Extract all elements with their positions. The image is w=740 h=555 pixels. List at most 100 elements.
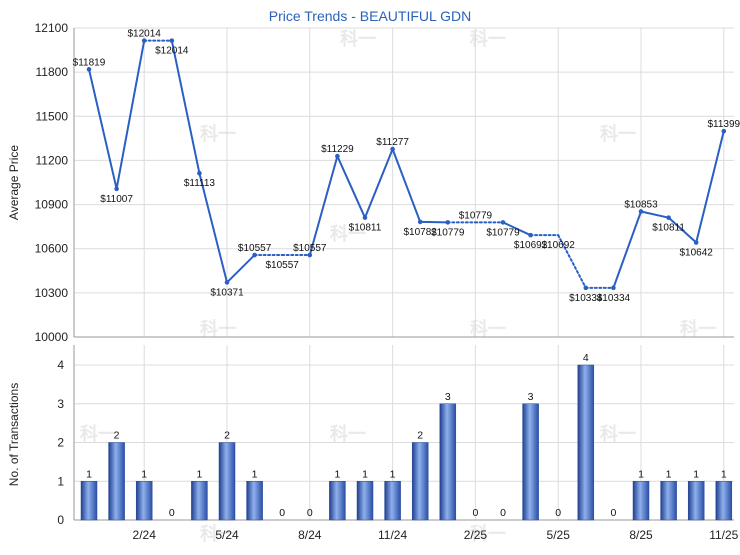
price-point	[666, 215, 671, 220]
price-y-tick-label: 10000	[35, 330, 69, 344]
transaction-count-label: 1	[666, 468, 672, 480]
price-point	[694, 240, 699, 245]
price-data-label: $11113	[184, 178, 216, 189]
price-data-label: $11277	[376, 137, 409, 148]
transaction-bar	[661, 481, 677, 520]
transaction-bar	[412, 443, 428, 521]
transaction-count-label: 0	[472, 507, 478, 519]
price-line-segment	[117, 41, 145, 189]
price-line-segment	[365, 149, 393, 218]
transaction-count-label: 1	[334, 468, 340, 480]
transaction-bar	[247, 481, 263, 520]
transaction-count-label: 0	[279, 507, 285, 519]
price-data-label: $10557	[293, 243, 327, 254]
price-point	[418, 220, 423, 225]
price-line-segment	[172, 41, 200, 174]
price-data-label: $12014	[128, 29, 162, 40]
count-y-tick-label: 4	[57, 358, 64, 372]
count-y-tick-label: 1	[57, 474, 64, 488]
price-point	[114, 187, 119, 192]
transaction-count-label: 0	[610, 507, 616, 519]
price-y-tick-label: 11500	[36, 109, 69, 123]
watermark-text: 科一	[340, 28, 376, 49]
price-data-label: $10779	[431, 227, 465, 238]
transaction-count-label: 2	[417, 430, 423, 442]
price-line-segment	[227, 255, 255, 282]
count-y-tick-label: 0	[57, 513, 64, 527]
price-point	[584, 286, 589, 291]
price-data-label: $10779	[459, 210, 493, 221]
price-data-label: $10642	[680, 248, 714, 259]
price-line-segment	[199, 173, 227, 282]
price-data-label: $11819	[73, 57, 106, 68]
transaction-count-label: 0	[307, 507, 313, 519]
x-tick-label: 5/24	[215, 528, 239, 542]
price-data-label: $10557	[266, 260, 300, 271]
transaction-count-label: 1	[390, 468, 396, 480]
transaction-bar	[440, 404, 456, 520]
price-line-segment	[696, 131, 724, 242]
transaction-bar	[688, 481, 704, 520]
transaction-bar	[578, 365, 594, 520]
watermark-text: 科一	[330, 423, 366, 444]
transaction-bar	[523, 404, 539, 520]
transaction-count-label: 1	[196, 468, 202, 480]
transaction-count-label: 2	[224, 430, 230, 442]
price-point	[197, 171, 202, 176]
price-data-label: $10334	[597, 293, 631, 304]
transaction-count-label: 1	[252, 468, 258, 480]
watermark-text: 科一	[680, 318, 716, 339]
price-panel: 1000010300106001090011200115001180012100…	[7, 21, 740, 344]
transaction-bar	[81, 481, 97, 520]
price-point	[170, 38, 175, 43]
price-data-label: $10811	[349, 223, 382, 234]
price-y-tick-label: 10900	[35, 198, 69, 212]
price-data-label: $11007	[100, 194, 133, 205]
transaction-count-label: 3	[445, 391, 451, 403]
transaction-bar	[385, 481, 401, 520]
count-y-axis-title: No. of Transactions	[7, 383, 21, 486]
count-y-tick-label: 2	[57, 436, 64, 450]
transaction-bar	[357, 481, 373, 520]
transaction-bar	[716, 481, 732, 520]
price-data-label: $11229	[321, 144, 354, 155]
transaction-bar	[329, 481, 345, 520]
transaction-count-label: 0	[500, 507, 506, 519]
x-tick-label: 11/24	[378, 528, 407, 542]
transaction-bar	[191, 481, 207, 520]
x-tick-label: 2/25	[464, 528, 488, 542]
price-y-axis-title: Average Price	[7, 145, 21, 220]
price-y-tick-label: 10300	[35, 286, 69, 300]
transaction-count-label: 3	[528, 391, 534, 403]
watermark-text: 科一	[600, 123, 636, 144]
x-tick-label: 5/25	[547, 528, 571, 542]
watermark-text: 科一	[80, 423, 116, 444]
x-tick-label: 8/24	[298, 528, 322, 542]
watermark-text: 科一	[200, 318, 236, 339]
price-y-tick-label: 11800	[36, 65, 69, 79]
transaction-count-label: 1	[693, 468, 699, 480]
transaction-count-label: 1	[141, 468, 147, 480]
x-tick-label: 8/25	[629, 528, 653, 542]
price-point	[611, 286, 616, 291]
price-point	[225, 280, 230, 285]
price-data-label: $10557	[238, 243, 272, 254]
price-line-segment	[641, 211, 669, 217]
transaction-bar	[136, 481, 152, 520]
price-point	[446, 220, 451, 225]
price-data-label: $12014	[155, 46, 189, 57]
transaction-bar	[109, 443, 125, 521]
price-point	[501, 220, 506, 225]
price-line-segment	[337, 156, 365, 218]
transaction-count-label: 2	[114, 430, 120, 442]
price-data-label: $11399	[707, 119, 740, 130]
transaction-count-label: 1	[362, 468, 368, 480]
price-y-tick-label: 12100	[35, 21, 69, 35]
transaction-bar	[219, 443, 235, 521]
price-point	[363, 215, 368, 220]
transaction-count-label: 4	[583, 352, 589, 364]
chart-title: Price Trends - BEAUTIFUL GDN	[269, 8, 472, 24]
transaction-count-label: 1	[638, 468, 644, 480]
